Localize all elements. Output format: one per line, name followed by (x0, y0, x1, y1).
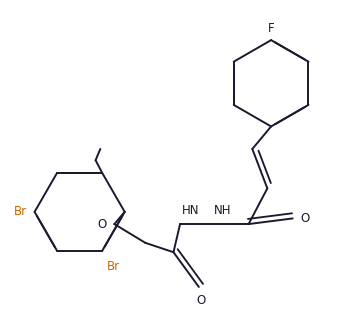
Text: O: O (300, 212, 310, 225)
Text: Br: Br (107, 260, 120, 273)
Text: F: F (268, 22, 274, 35)
Text: NH: NH (214, 204, 232, 216)
Text: HN: HN (182, 204, 199, 216)
Text: O: O (196, 295, 205, 307)
Text: O: O (98, 217, 107, 231)
Text: Br: Br (14, 205, 27, 218)
